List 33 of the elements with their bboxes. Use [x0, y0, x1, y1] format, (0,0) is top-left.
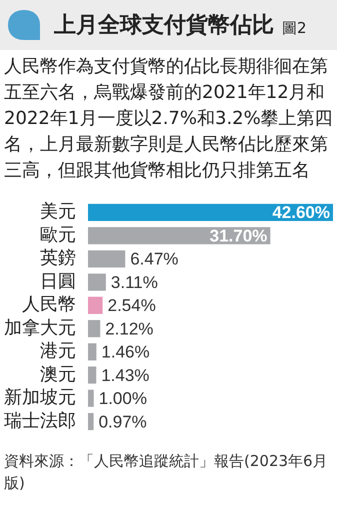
chart-title: 上月全球支付貨幣佔比	[54, 11, 274, 40]
bar	[88, 296, 103, 314]
data-label: 2.12%	[105, 319, 154, 338]
bar	[88, 413, 94, 430]
y-tick-label: 新加坡元	[4, 387, 76, 408]
data-label: 0.97%	[98, 412, 147, 432]
bar	[88, 343, 96, 360]
data-label: 1.46%	[101, 342, 150, 362]
y-tick-label: 英鎊	[40, 248, 76, 269]
bar	[88, 274, 106, 291]
y-tick-label: 澳元	[40, 364, 76, 385]
data-label: 1.00%	[98, 389, 147, 408]
y-tick-label: 港元	[40, 340, 76, 362]
data-label: 6.47%	[130, 250, 178, 269]
y-tick-label: 日圓	[40, 270, 76, 292]
data-label: 1.43%	[101, 366, 150, 385]
caption: 圖2	[282, 18, 307, 38]
source-note: 資料來源：「人民幣追蹤統計」報告(2023年6月版)	[3, 451, 329, 494]
data-label: 31.70%	[210, 226, 268, 246]
bar	[88, 204, 333, 221]
y-tick-label: 人民幣	[22, 294, 76, 316]
bar	[88, 320, 100, 338]
y-tick-label: 美元	[40, 201, 76, 222]
bar	[88, 250, 126, 268]
chart-subtitle: 人民幣作為支付貨幣的佔比長期徘徊在第五至六名，烏戰爆發前的2021年12月和2022年1月一度以2.7%和3.2%攀上第四名，上月最新數字則是人民幣佔比歷來第三高，但跟其他貨幣相比仍只排第五名	[3, 55, 334, 183]
y-tick-label: 瑞士法郎	[4, 410, 76, 432]
y-tick-label: 歐元	[40, 224, 76, 246]
y-tick-label: 加拿大元	[4, 317, 76, 338]
data-label: 42.60%	[272, 203, 330, 222]
bar	[88, 390, 94, 407]
bar	[88, 366, 96, 384]
data-label: 3.11%	[110, 272, 158, 292]
data-label: 2.54%	[108, 296, 156, 316]
